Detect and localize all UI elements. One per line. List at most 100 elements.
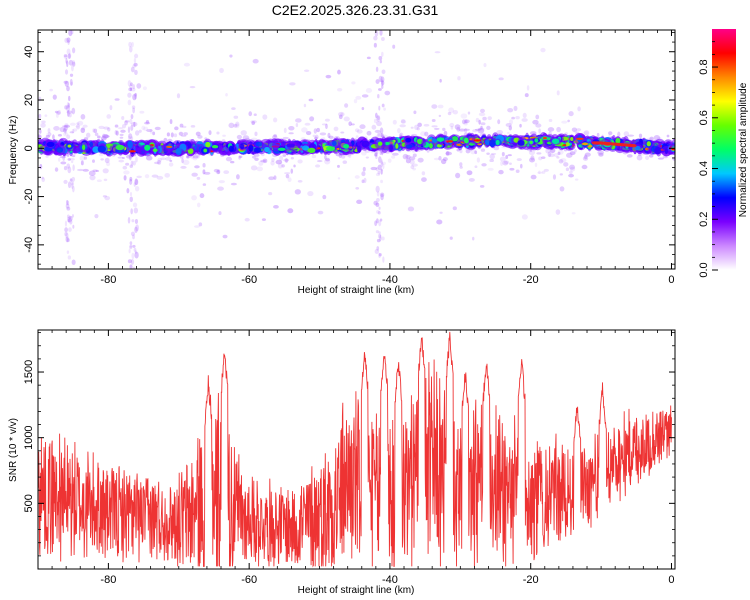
heat-streak-blob <box>67 218 72 223</box>
heat-streak-blob <box>133 62 138 67</box>
spectrogram-y-tick-label: -20 <box>23 189 35 205</box>
heat-streak-blob <box>132 160 137 166</box>
heat-speckle <box>282 154 287 157</box>
heat-speckle <box>355 128 360 133</box>
heat-speckle <box>244 217 250 222</box>
heat-speckle <box>480 108 485 113</box>
heat-ridge-blob <box>357 145 361 153</box>
page-title: C2E2.2025.326.23.31.G31 <box>271 2 439 18</box>
heat-speckle <box>526 85 530 91</box>
colorbar-bar <box>712 29 736 270</box>
heat-ridge-blob <box>646 141 651 147</box>
heat-speckle <box>106 114 112 119</box>
heat-speckle <box>261 218 266 222</box>
heat-speckle <box>183 62 191 67</box>
heat-streak-blob <box>376 238 381 243</box>
heat-streak-blob <box>376 191 380 197</box>
heat-ridge-blob <box>389 144 394 152</box>
heat-streak-blob <box>64 69 69 75</box>
heat-ridge-blob <box>82 144 86 151</box>
heat-streak-blob <box>66 101 70 109</box>
heat-streak-blob <box>134 219 138 224</box>
heat-ridge-core <box>542 136 547 140</box>
heat-speckle <box>203 171 211 175</box>
heat-speckle <box>431 104 438 109</box>
heat-speckle <box>219 67 224 74</box>
heat-speckle <box>340 112 344 117</box>
heat-speckle <box>47 132 52 137</box>
heat-streak-blob <box>381 69 386 75</box>
heat-speckle <box>176 93 181 99</box>
heat-speckle <box>515 115 520 120</box>
heat-speckle <box>359 124 366 130</box>
heat-speckle <box>657 157 664 160</box>
heat-streak-blob <box>133 247 137 252</box>
heat-speckle <box>72 128 78 132</box>
heat-speckle <box>186 155 190 159</box>
heat-streak-blob <box>66 60 69 68</box>
heat-speckle <box>97 135 101 139</box>
heat-speckle <box>391 152 399 156</box>
heat-speckle <box>154 126 161 131</box>
heat-speckle <box>314 134 319 140</box>
heat-speckle <box>63 131 69 137</box>
heat-streak-blob <box>70 30 74 35</box>
heat-streak-blob <box>378 105 381 111</box>
heat-speckle <box>374 153 378 157</box>
heat-speckle <box>439 211 443 214</box>
heat-streak-blob <box>379 59 383 64</box>
heat-speckle <box>486 152 490 155</box>
heat-speckle <box>52 94 57 100</box>
heat-speckle <box>407 206 415 212</box>
heat-speckle <box>141 125 146 131</box>
heat-speckle <box>190 125 196 128</box>
heat-ridge-blob <box>421 139 427 147</box>
heat-speckle <box>420 131 427 137</box>
heat-speckle <box>179 123 184 128</box>
heat-streak-blob <box>129 164 134 168</box>
heat-speckle <box>322 194 327 200</box>
heat-streak-blob <box>66 199 69 205</box>
heat-streak-blob <box>129 191 133 197</box>
snr-x-tick-label: -60 <box>241 574 257 586</box>
heat-speckle <box>442 157 448 162</box>
heat-streak-blob <box>127 126 131 134</box>
heat-speckle <box>268 192 273 196</box>
heat-speckle <box>507 131 510 135</box>
heat-speckle <box>225 156 233 162</box>
heat-streak-blob <box>379 30 383 36</box>
heat-speckle <box>410 126 414 129</box>
heat-speckle <box>79 155 86 161</box>
heat-speckle <box>182 125 187 129</box>
heat-speckle <box>301 127 308 133</box>
heat-streak-blob <box>67 103 70 108</box>
heat-speckle <box>314 136 318 140</box>
heat-speckle <box>421 171 426 176</box>
heat-speckle <box>277 162 283 169</box>
heat-speckle <box>421 177 427 182</box>
heat-speckle <box>438 114 442 118</box>
heat-speckle <box>489 158 494 163</box>
heat-speckle <box>483 63 487 68</box>
heat-speckle <box>503 160 510 165</box>
heat-streak-blob <box>127 99 132 106</box>
heat-speckle <box>262 158 268 164</box>
heat-streak-blob <box>375 185 380 193</box>
heat-speckle <box>356 129 363 134</box>
heat-speckle <box>478 119 481 125</box>
heat-streak-blob <box>66 238 70 243</box>
heat-streak-blob <box>133 182 136 187</box>
heat-speckle <box>636 155 643 161</box>
heat-ridge-blob <box>615 137 621 144</box>
heat-streak-blob <box>68 52 72 59</box>
heat-speckle <box>387 158 392 163</box>
heat-speckle <box>366 130 372 136</box>
heat-speckle <box>649 136 654 141</box>
heat-streak-blob <box>131 219 135 223</box>
heat-speckle <box>538 156 543 161</box>
heat-speckle <box>273 175 277 180</box>
heat-streak-blob <box>380 168 383 175</box>
heat-streak-blob <box>380 159 383 165</box>
heat-streak-blob <box>68 95 71 102</box>
heat-ridge-blob <box>97 145 107 153</box>
